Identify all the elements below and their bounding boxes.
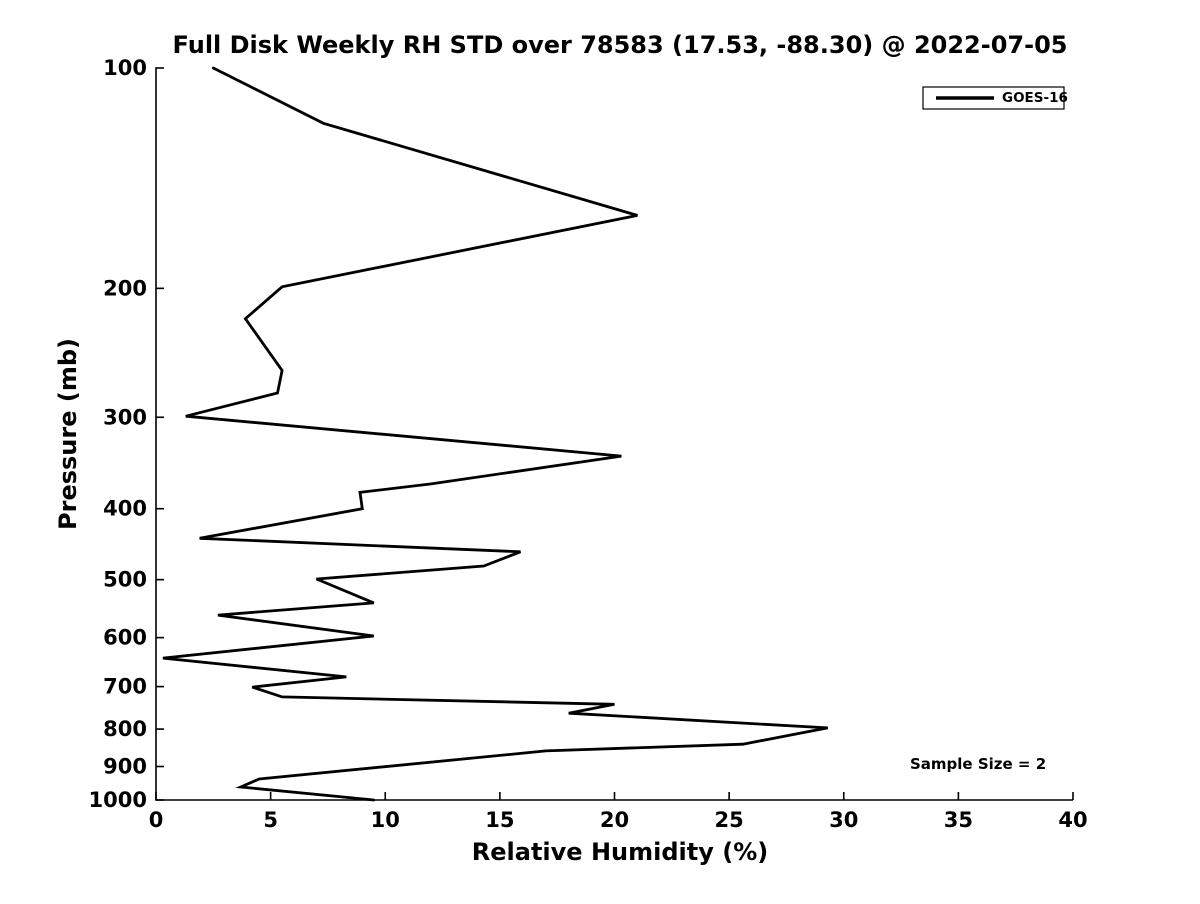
y-tick-label: 1000 <box>89 788 147 812</box>
y-axis-label: Pressure (mb) <box>54 338 82 530</box>
sample-size-note: Sample Size = 2 <box>910 755 1046 773</box>
y-tick-label: 100 <box>103 56 147 80</box>
x-tick-label: 10 <box>371 808 400 832</box>
x-tick-label: 40 <box>1058 808 1087 832</box>
x-tick-label: 35 <box>944 808 973 832</box>
x-tick-label: 25 <box>715 808 744 832</box>
y-tick-label: 400 <box>103 497 147 521</box>
legend: GOES-16 <box>922 86 1068 110</box>
x-tick-label: 0 <box>149 808 164 832</box>
x-tick-label: 15 <box>485 808 514 832</box>
y-tick-label: 700 <box>103 675 147 699</box>
chart-title: Full Disk Weekly RH STD over 78583 (17.5… <box>173 31 1068 59</box>
y-tick-label: 500 <box>103 568 147 592</box>
series-line-goes-16 <box>162 66 828 802</box>
y-tick-label: 300 <box>103 405 147 429</box>
data-series <box>162 66 828 802</box>
x-axis-label: Relative Humidity (%) <box>472 838 768 866</box>
x-tick-label: 20 <box>600 808 629 832</box>
y-tick-label: 200 <box>103 276 147 300</box>
y-tick-label: 800 <box>103 717 147 741</box>
x-tick-label: 30 <box>829 808 858 832</box>
axes: 0 5 10 15 20 25 30 35 40 100 200 300 400 500 600 700 800… <box>89 56 1088 832</box>
legend-entry-label: GOES-16 <box>1002 90 1068 106</box>
x-tick-label: 5 <box>263 808 278 832</box>
y-tick-label: 900 <box>103 755 147 779</box>
y-tick-label: 600 <box>103 626 147 650</box>
